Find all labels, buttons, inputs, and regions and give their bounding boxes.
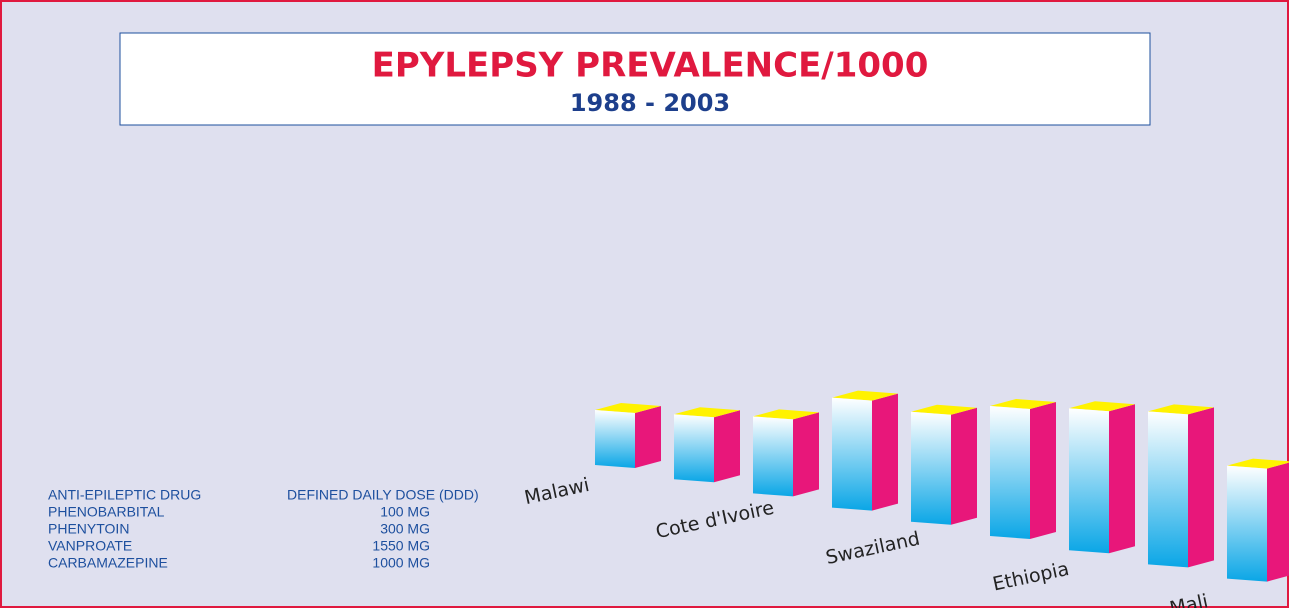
bar-front (1227, 465, 1267, 582)
bar-side (872, 393, 898, 511)
bar-front (595, 410, 635, 468)
bar-front (1148, 411, 1188, 568)
bar-top (911, 404, 977, 415)
chart-title: EPYLEPSY PREVALENCE/1000 (372, 46, 929, 86)
bar-front (753, 416, 793, 497)
bar-top (595, 403, 661, 413)
bar-top (1069, 401, 1135, 412)
bar-front (990, 406, 1030, 539)
bar-side (1109, 404, 1135, 554)
table-cell: 1000 MG (372, 555, 430, 571)
bar-top (832, 390, 898, 401)
bar-side (1267, 462, 1289, 582)
table-header: DEFINED DAILY DOSE (DDD) (287, 487, 479, 503)
bar-side (1030, 402, 1056, 539)
bar-top (1227, 458, 1289, 469)
table-cell: VANPROATE (48, 538, 132, 554)
bar-top (753, 409, 819, 420)
bar-top (674, 407, 740, 418)
table-cell: PHENYTOIN (48, 521, 129, 537)
table-cell: 300 MG (380, 521, 430, 537)
bar-top (990, 399, 1056, 409)
bar-top (1148, 404, 1214, 415)
bar-front (832, 397, 872, 511)
bar-side (714, 410, 740, 483)
title-box (119, 32, 1151, 126)
chart-subtitle: 1988 - 2003 (570, 89, 730, 117)
bar-side (635, 406, 661, 468)
table-cell: CARBAMAZEPINE (48, 555, 168, 571)
table-cell: PHENOBARBITAL (48, 504, 165, 520)
bar-front (911, 411, 951, 525)
table-cell: 1550 MG (372, 538, 430, 554)
bar-front (674, 414, 714, 483)
bar-side (793, 412, 819, 497)
bar-side (951, 407, 977, 525)
bar-side (1188, 407, 1214, 568)
table-header: ANTI-EPILEPTIC DRUG (48, 487, 201, 503)
bar-front (1069, 408, 1109, 554)
table-cell: 100 MG (380, 504, 430, 520)
